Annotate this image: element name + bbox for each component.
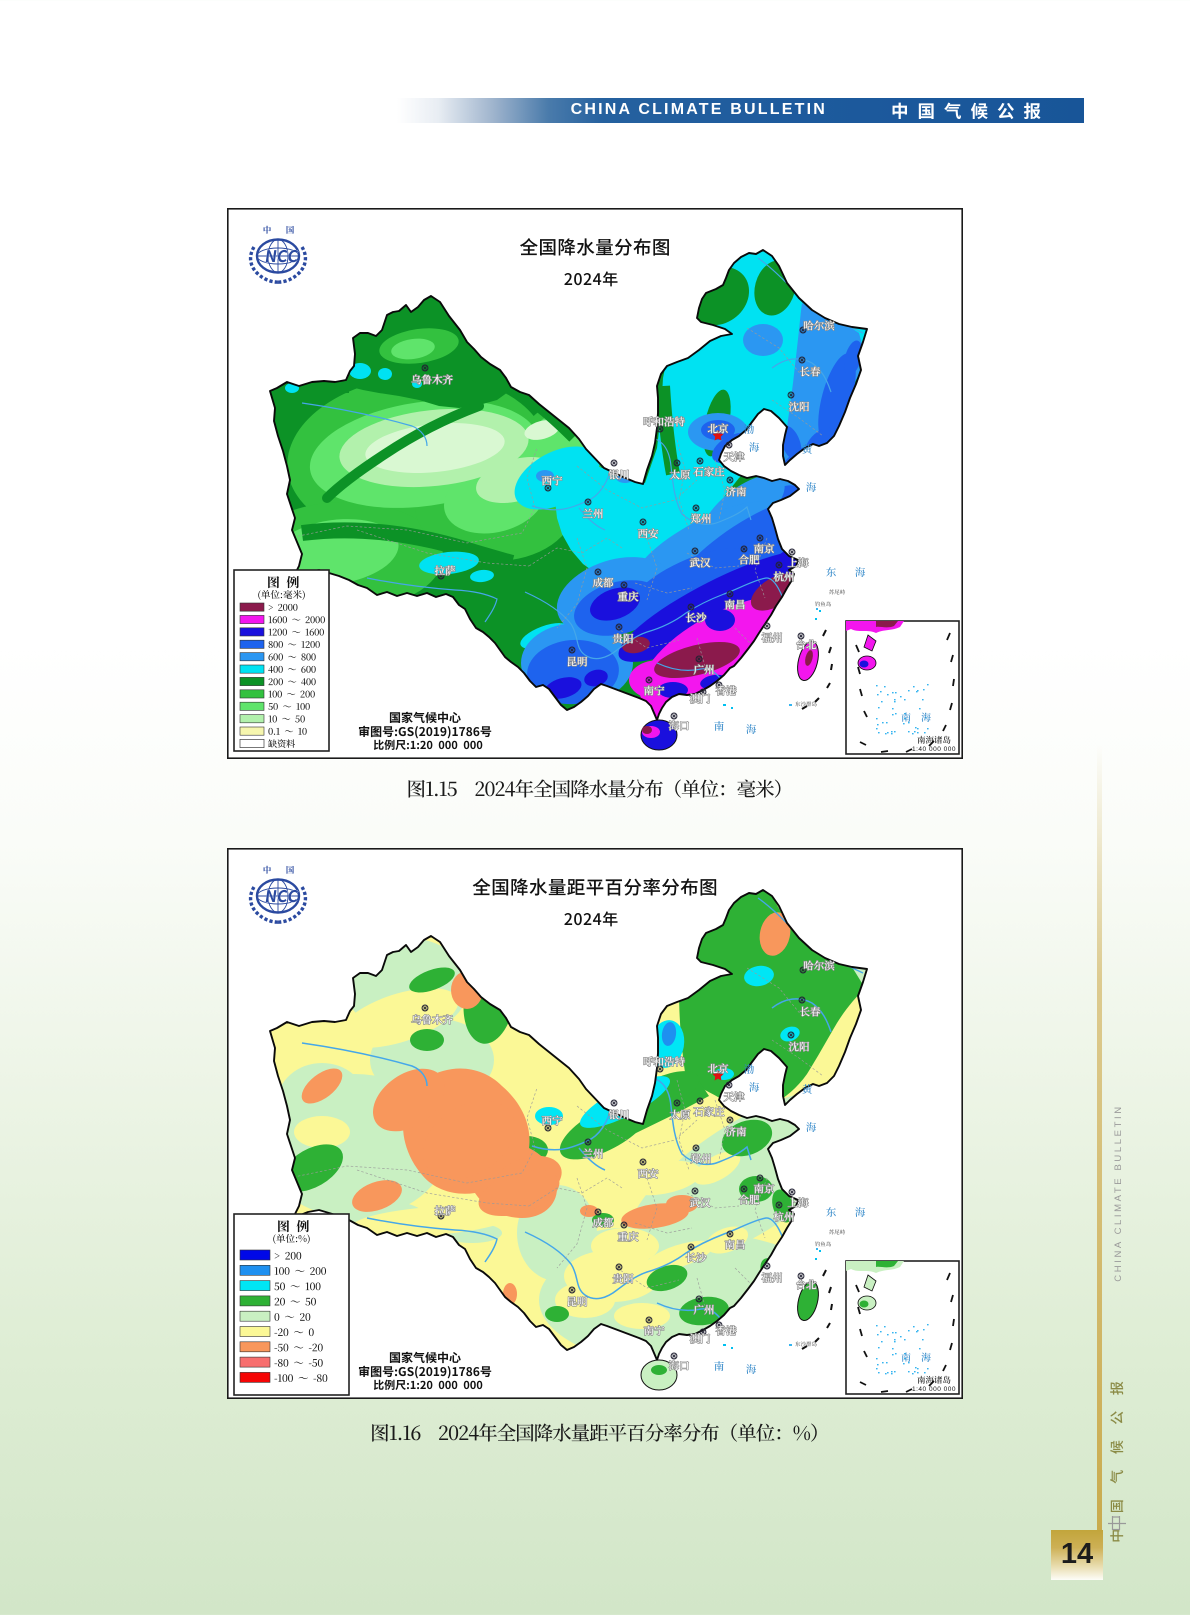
- svg-text:CHINA CLIMATE BULLETIN: CHINA CLIMATE BULLETIN: [1113, 1104, 1124, 1281]
- svg-text:1:40 000 000: 1:40 000 000: [912, 1386, 956, 1393]
- svg-text:1:40 000 000: 1:40 000 000: [912, 746, 956, 753]
